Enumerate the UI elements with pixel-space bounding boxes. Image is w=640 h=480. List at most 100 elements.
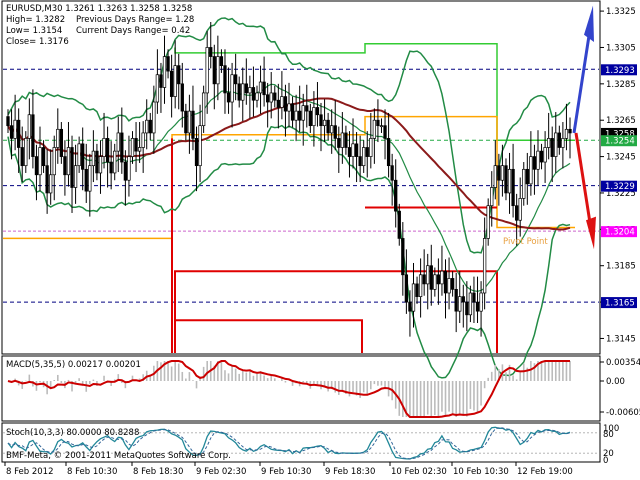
candle-body [34, 156, 39, 176]
candle-body [102, 138, 106, 157]
candle-body [137, 147, 142, 152]
candle-body [482, 238, 487, 294]
price-tag-label: 1.3165 [605, 299, 635, 309]
stochastic-indicator [3, 426, 599, 460]
candle-body [84, 168, 88, 192]
price-tag-bg [601, 297, 637, 309]
macd-scale-label: 0.00354 [606, 358, 640, 368]
candle-body [152, 101, 156, 134]
stoch-panel[interactable] [1, 422, 601, 463]
candle-body [351, 143, 355, 157]
candle-body [241, 83, 245, 101]
macd-signal-line [7, 360, 570, 418]
candle-body [500, 165, 505, 181]
support-step-line [175, 319, 363, 353]
up-arrow-shaft [572, 29, 592, 134]
candle-body [113, 150, 117, 174]
candle-body [123, 161, 128, 181]
stoch-scale-label: 100 [603, 424, 619, 434]
price-tag-label: 1.3204 [605, 228, 635, 238]
macd-label: MACD(5,35,5) 0.00217 0.00201 [6, 360, 141, 370]
candle-body [273, 92, 277, 101]
candle-body [454, 288, 458, 312]
high-value: High= 1.3282 [6, 15, 65, 25]
candle-body [514, 205, 519, 221]
low-value: Low= 1.3154 [6, 26, 62, 36]
candle-body [347, 147, 352, 157]
candle-body [379, 125, 384, 128]
time-axis: 8 Feb 2012 8 Feb 10:30 8 Feb 18:30 9 Feb 02… [4, 462, 573, 477]
candle-body [91, 150, 96, 167]
candle-body [237, 83, 241, 101]
stoch-scale-label: 0 [603, 456, 608, 466]
candle-body [308, 110, 312, 127]
candle-body [45, 165, 49, 194]
candle-body [244, 83, 248, 94]
candle-body [212, 56, 216, 85]
candle-body [59, 128, 64, 157]
candle-body [49, 174, 53, 194]
copyright-footer: BMF-Meta, © 2001-2011 MetaQuotes Softwar… [6, 451, 231, 461]
candle-body [539, 150, 544, 163]
candle-body [543, 147, 547, 163]
candle-body [216, 56, 220, 85]
time-axis-label: 10 Feb 10:30 [453, 467, 509, 477]
candle-body [266, 94, 270, 103]
candle-body [17, 119, 21, 148]
candle-body [362, 147, 366, 167]
macd-scale-label: 0.00 [606, 377, 625, 387]
candle-body [177, 65, 181, 85]
price-scale-label: 1.3185 [606, 262, 636, 272]
candle-body [447, 278, 451, 294]
candle-body [497, 165, 501, 181]
price-scale-label: 1.3325 [606, 7, 636, 17]
candle-body [294, 110, 298, 121]
candle-body [20, 147, 24, 167]
candle-body [490, 187, 494, 207]
price-scale-label: 1.3265 [606, 116, 636, 126]
price-tag-bg [601, 135, 637, 147]
candle-body [568, 128, 572, 134]
candle-body [450, 278, 455, 290]
time-axis-label: 9 Feb 10:30 [261, 467, 311, 477]
candle-body [507, 168, 512, 194]
candle-body [518, 198, 522, 221]
candle-body [148, 119, 152, 134]
candle-body [372, 119, 377, 139]
time-axis-label: 10 Feb 02:30 [391, 467, 447, 477]
time-axis-label: 9 Feb 02:30 [196, 467, 246, 477]
candle-body [440, 270, 444, 285]
candle-body [56, 128, 60, 148]
candle-body [554, 132, 558, 157]
candle-body [159, 74, 163, 88]
price-tag-bg [601, 127, 637, 139]
price-tag-label: 1.3254 [605, 137, 635, 147]
candle-body [522, 168, 526, 199]
price-scale-label: 1.3145 [606, 334, 636, 344]
candle-body [511, 168, 515, 207]
price-tag-label: 1.3229 [605, 182, 635, 192]
candle-body [322, 119, 327, 127]
stoch-scale-label: 80 [603, 430, 614, 440]
candle-body [255, 92, 259, 101]
candle-body [337, 138, 341, 148]
candle-body [63, 156, 67, 176]
candle-body [458, 296, 462, 312]
candle-body [426, 265, 430, 285]
bollinger-upper [7, 17, 571, 254]
macd-panel[interactable] [1, 355, 601, 422]
candle-body [258, 81, 263, 94]
candle-body [95, 150, 99, 174]
candle-body [429, 265, 433, 290]
candle-body [358, 156, 362, 167]
candle-body [408, 301, 412, 312]
candle-body [205, 47, 209, 94]
candle-body [194, 138, 199, 167]
candle-body [365, 147, 369, 157]
candle-body [9, 125, 14, 139]
macd-indicator [7, 360, 571, 418]
candle-body [13, 119, 17, 139]
macd-scale-label: -0.00605 [606, 408, 640, 418]
